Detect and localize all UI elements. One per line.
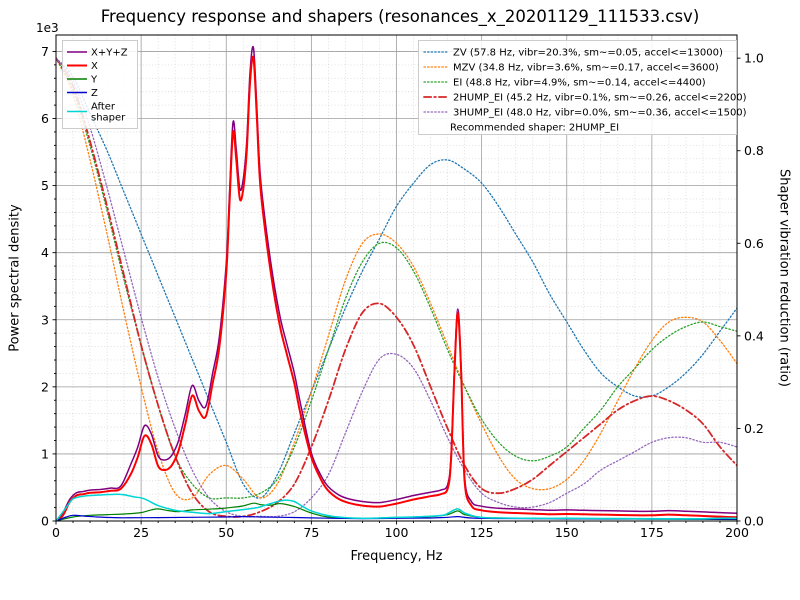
ticks [52, 50, 741, 525]
curve-psd-After-shaper [56, 493, 737, 521]
curve-psd-X+Y+Z [56, 45, 737, 521]
y-right-tick-label: 0.6 [744, 236, 764, 251]
recommended-shaper-label: Recommended shaper: 2HUMP_EI [450, 123, 619, 134]
legend-shaper-label: EI (48.8 Hz, vibr=4.9%, sm~=0.14, accel<… [453, 78, 706, 89]
legend-shaper-label: ZV (57.8 Hz, vibr=20.3%, sm~=0.05, accel… [453, 48, 723, 59]
curve-psd-X [56, 55, 737, 521]
legend-psd-label: X [91, 61, 98, 72]
y-axis-right-label: Shaper vibration reduction (ratio) [776, 169, 792, 387]
y-right-tick-label: 0.8 [744, 143, 764, 158]
x-tick-label: 0 [52, 525, 60, 540]
legend-psd-label: X+Y+Z [91, 48, 128, 59]
tick-labels: 0 25 50 75 100 125 150 175 200 0 1 2 3 4 5 6 7 0.0 0.2 0.4 0… [41, 44, 764, 540]
y-axis-left-label: Power spectral density [7, 204, 23, 352]
y-right-tick-label: 1.0 [744, 51, 764, 66]
y-left-tick-label: 1 [41, 446, 49, 461]
x-axis-label: Frequency, Hz [350, 549, 443, 564]
y-left-tick-label: 0 [41, 514, 49, 529]
x-tick-label: 150 [555, 525, 579, 540]
legend-psd-label: Z [91, 88, 98, 99]
legend-psd-label: shaper [91, 113, 126, 124]
x-tick-label: 100 [385, 525, 409, 540]
legend-shapers-box [418, 40, 737, 135]
legend-shaper-label: 2HUMP_EI (45.2 Hz, vibr=0.1%, sm~=0.26, … [453, 93, 747, 104]
y-left-tick-label: 2 [41, 379, 49, 394]
x-tick-label: 125 [470, 525, 494, 540]
legend-shaper-label: MZV (34.8 Hz, vibr=3.6%, sm~=0.17, accel… [453, 63, 719, 74]
curve-shaper-MZV [56, 57, 737, 501]
y-left-tick-label: 4 [41, 245, 49, 260]
legend-psd-label: After [91, 102, 116, 113]
y-left-tick-label: 6 [41, 111, 49, 126]
curve-shaper-2HUMP_EI [56, 57, 737, 518]
y-right-tick-label: 0.0 [744, 514, 764, 529]
x-tick-label: 25 [133, 525, 149, 540]
y-left-tick-label: 5 [41, 178, 49, 193]
legend-shapers: ZV (57.8 Hz, vibr=20.3%, sm~=0.05, accel… [418, 40, 747, 135]
x-tick-label: 175 [640, 525, 664, 540]
curves [56, 45, 737, 521]
x-tick-label: 200 [725, 525, 749, 540]
y-right-tick-label: 0.4 [744, 328, 764, 343]
legend-psd-label: Y [90, 75, 98, 86]
x-tick-label: 50 [218, 525, 234, 540]
legend-psd-box [62, 40, 138, 129]
legend-shaper-label: 3HUMP_EI (48.0 Hz, vibr=0.0%, sm~=0.36, … [453, 108, 747, 119]
y-left-tick-label: 7 [41, 44, 49, 59]
y-left-tick-label: 3 [41, 312, 49, 327]
y-axis-offset-label: 1e3 [36, 21, 59, 35]
curve-shaper-3HUMP_EI [56, 57, 737, 518]
x-tick-label: 75 [303, 525, 319, 540]
chart-title: Frequency response and shapers (resonanc… [100, 7, 700, 26]
y-right-tick-label: 0.2 [744, 421, 764, 436]
